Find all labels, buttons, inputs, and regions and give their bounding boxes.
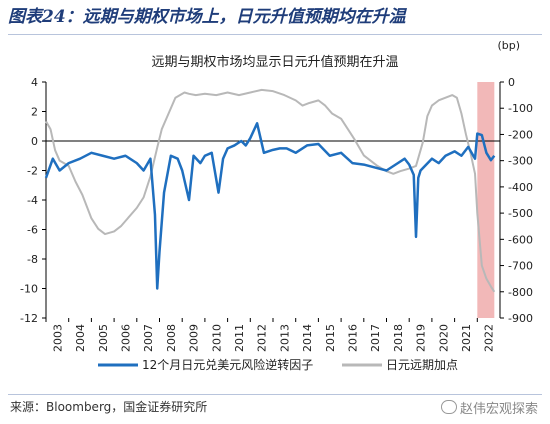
x-tick-label: 2004 xyxy=(74,324,87,352)
source-note: 来源：Bloomberg，国金证券研究所 xyxy=(10,400,208,414)
x-tick-label: 2011 xyxy=(233,324,246,352)
watermark: 赵伟宏观探索 xyxy=(440,398,538,417)
right-tick-label: -100 xyxy=(508,102,533,115)
x-tick-label: 2007 xyxy=(142,324,155,352)
x-tick-label: 2020 xyxy=(437,324,450,352)
x-tick-label: 2018 xyxy=(392,324,405,352)
right-tick-label: -200 xyxy=(508,128,533,141)
left-tick-label: -6 xyxy=(27,224,38,237)
right-tick-label: -900 xyxy=(508,312,533,325)
x-tick-label: 2009 xyxy=(188,324,201,352)
right-tick-label: -700 xyxy=(508,260,533,273)
series-risk-reversal-line xyxy=(44,122,496,290)
right-tick-label: 0 xyxy=(508,76,515,89)
left-tick-label: -10 xyxy=(20,283,38,296)
x-tick-label: 2015 xyxy=(324,324,337,352)
right-axis-unit: (bp) xyxy=(497,39,520,52)
highlight-band xyxy=(477,82,495,318)
x-tick-label: 2006 xyxy=(119,324,132,352)
x-tick-label: 2008 xyxy=(165,324,178,352)
chart-title: 远期与期权市场均显示日元升值预期在升温 xyxy=(151,54,398,70)
left-tick-label: -8 xyxy=(27,253,38,266)
left-axis: 4 2 0 -2 -4 -6 -8 -10 -12 xyxy=(20,76,47,325)
right-tick-label: -500 xyxy=(508,207,533,220)
left-tick-label: -12 xyxy=(20,312,38,325)
legend-label-forward-points: 日元远期加点 xyxy=(386,358,458,372)
right-axis: 0 -100 -200 -300 -400 -500 -600 -700 -800 -900 xyxy=(499,76,533,325)
x-tick-label: 2022 xyxy=(483,324,496,352)
x-tick-label: 2016 xyxy=(346,324,359,352)
series-forward-points-line xyxy=(45,88,496,293)
legend: 12个月日元兑美元风险逆转因子 日元远期加点 xyxy=(98,357,458,372)
x-tick-label: 2021 xyxy=(460,324,473,352)
figure-title: 图表24：远期与期权市场上，日元升值预期均在升温 xyxy=(8,7,406,27)
x-tick-label: 2010 xyxy=(210,324,223,352)
legend-label-risk-reversal: 12个月日元兑美元风险逆转因子 xyxy=(142,357,313,372)
x-tick-label: 2003 xyxy=(51,324,64,352)
left-tick-label: 2 xyxy=(31,106,38,119)
left-tick-label: 4 xyxy=(31,76,38,89)
source-divider xyxy=(8,394,542,395)
right-tick-label: -800 xyxy=(508,286,533,299)
dual-axis-line-chart: 远期与期权市场均显示日元升值预期在升温 (bp) 4 2 0 -2 -4 -6 -8 -10 -… xyxy=(20,39,533,372)
x-tick-label: 2012 xyxy=(256,324,269,352)
left-tick-label: -2 xyxy=(27,165,38,178)
right-tick-label: -600 xyxy=(508,233,533,246)
right-tick-label: -300 xyxy=(508,155,533,168)
left-tick-label: -4 xyxy=(27,194,38,207)
right-tick-label: -400 xyxy=(508,181,533,194)
x-tick-label: 2013 xyxy=(278,324,291,352)
left-tick-label: 0 xyxy=(31,135,38,148)
x-tick-label: 2005 xyxy=(97,324,110,352)
wechat-icon xyxy=(440,400,457,414)
title-divider xyxy=(8,34,542,35)
x-tick-label: 2014 xyxy=(301,324,314,352)
x-axis: 2003 2004 2005 2006 2007 2008 2009 2010 2011 2012… xyxy=(45,318,496,352)
watermark-text: 赵伟宏观探索 xyxy=(459,402,538,417)
x-tick-label: 2019 xyxy=(415,324,428,352)
x-tick-label: 2017 xyxy=(369,324,382,352)
